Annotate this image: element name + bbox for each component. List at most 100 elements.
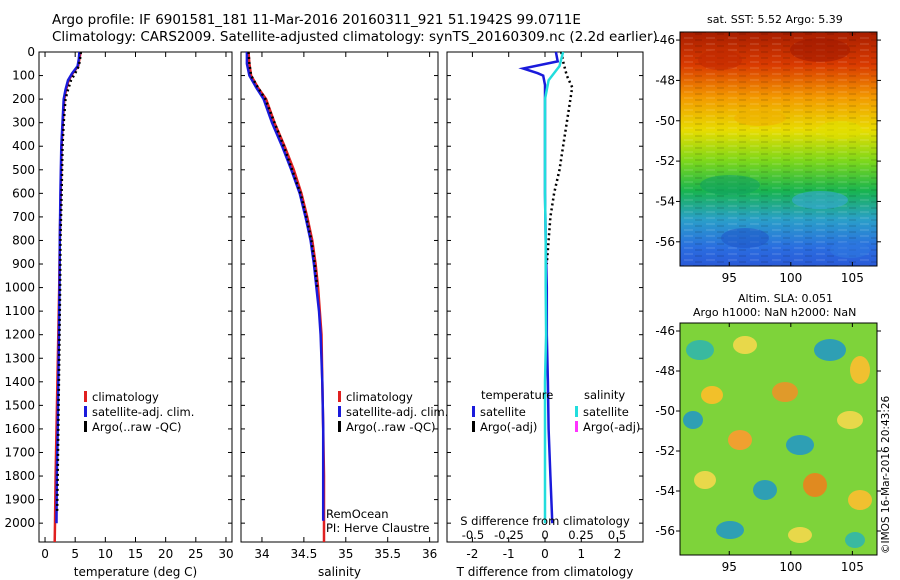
legend-swatch: [84, 421, 87, 432]
sla-map-anomalies: [683, 336, 872, 548]
y-tick-label: 600: [12, 186, 35, 200]
legend-header-temperature: temperature: [481, 388, 553, 402]
y-tick-label: 800: [12, 233, 35, 247]
sla-map-image: [680, 323, 877, 555]
legend-label: Argo(-adj): [583, 420, 640, 434]
y-tick-label: 200: [12, 92, 35, 106]
sla-map-title-line-1: Altim. SLA: 0.051: [738, 292, 834, 305]
salinity-panel: 34 34.5 35 35.5 36 salinity climatologysatelli…: [240, 51, 448, 579]
x-tick-label: 20: [158, 547, 173, 561]
y-tick-label: 400: [12, 139, 35, 153]
y-tick-label: 1500: [4, 398, 35, 412]
legend-label: Argo(..raw -QC): [92, 420, 182, 434]
difference-panel: -2 -1 0 1 2 T difference from climatology S di…: [446, 51, 644, 579]
imos-credit-stamp: ©IMOS 16-Mar-2016 20:43:26: [880, 395, 892, 554]
y-tick-label: 500: [12, 163, 35, 177]
map-x-tick-label: 95: [722, 271, 737, 285]
legend-swatch: [338, 391, 341, 402]
sst-map-title: sat. SST: 5.52 Argo: 5.39: [707, 13, 843, 26]
legend-swatch: [84, 391, 87, 402]
map-x-tick-label: 100: [779, 560, 802, 574]
series-line-salinity-satellite: [543, 51, 565, 524]
legend-swatch: [338, 406, 341, 417]
series-line-argo-raw-qc-: [247, 51, 319, 288]
legend-label: satellite-adj. clim.: [92, 405, 194, 419]
y-tick-label: 1900: [4, 493, 35, 507]
map-y-tick-label: -46: [655, 33, 675, 47]
x-tick-label: 0: [541, 547, 549, 561]
x-tick-label: 30: [218, 547, 233, 561]
y-tick-label: 1700: [4, 445, 35, 459]
map-x-tick-label: 100: [779, 271, 802, 285]
sst-map-frame: [679, 31, 878, 267]
y-tick-label: 1000: [4, 281, 35, 295]
x-tick-label: 34: [254, 547, 269, 561]
map-y-tick-label: -54: [655, 484, 675, 498]
x-tick-label: 35.5: [374, 547, 401, 561]
legend-label: climatology: [92, 390, 159, 404]
map-x-tick-label: 105: [841, 560, 864, 574]
x-axis-label: salinity: [318, 565, 361, 579]
legend-label: Argo(-adj): [480, 420, 537, 434]
annotation-remocean: RemOcean: [326, 507, 389, 521]
map-y-tick-label: -54: [655, 194, 675, 208]
map-y-tick-label: -52: [655, 444, 675, 458]
legend-label: satellite-adj. clim.: [346, 405, 448, 419]
s-tick-label: -0.5: [462, 528, 484, 542]
x-tick-label: 35: [338, 547, 353, 561]
map-y-tick-label: -48: [655, 73, 675, 87]
sla-map-panel: 95 100 105 -46 -48 -50 -52 -54 -56: [655, 322, 881, 574]
map-x-tick-label: 95: [722, 560, 737, 574]
y-tick-label: 1400: [4, 375, 35, 389]
x-tick-label: 25: [188, 547, 203, 561]
x-tick-label: -1: [503, 547, 515, 561]
title-line-2: Climatology: CARS2009. Satellite-adjuste…: [52, 29, 658, 45]
y-tick-label: 300: [12, 116, 35, 130]
salinity-axes-frame: [240, 51, 439, 543]
map-y-tick-label: -48: [655, 364, 675, 378]
top-axis-label: S difference from climatology: [460, 514, 630, 528]
y-tick-label: 100: [12, 69, 35, 83]
x-tick-label: -2: [466, 547, 478, 561]
y-tick-label: 1300: [4, 351, 35, 365]
x-tick-label: 2: [614, 547, 622, 561]
legend-swatch: [472, 421, 475, 432]
s-tick-label: 0: [541, 528, 548, 542]
x-tick-label: 10: [98, 547, 113, 561]
y-tick-label: 2000: [4, 516, 35, 530]
series-line-temperature-satellite: [518, 51, 560, 524]
sst-map-texture: [680, 32, 877, 266]
map-y-tick-label: -50: [655, 404, 675, 418]
legend-swatch: [338, 421, 341, 432]
y-tick-label: 700: [12, 210, 35, 224]
y-tick-label: 1100: [4, 304, 35, 318]
sst-map-features: [698, 38, 870, 258]
s-tick-label: 0.25: [568, 528, 594, 542]
x-tick-label: 5: [71, 547, 79, 561]
sla-map-title-line-2: Argo h1000: NaN h2000: NaN: [693, 306, 857, 319]
legend-label: Argo(..raw -QC): [346, 420, 436, 434]
annotation-pi: PI: Herve Claustre: [326, 521, 429, 535]
map-y-tick-label: -46: [655, 324, 675, 338]
legend-swatch: [575, 421, 578, 432]
x-tick-label: 36: [422, 547, 437, 561]
y-tick-label: 1600: [4, 422, 35, 436]
map-y-tick-label: -50: [655, 114, 675, 128]
map-y-tick-label: -52: [655, 154, 675, 168]
temperature-axes-frame: [38, 51, 233, 543]
y-tick-label: 0: [27, 45, 35, 59]
legend-swatch: [472, 406, 475, 417]
legend-label: climatology: [346, 390, 413, 404]
map-y-tick-label: -56: [655, 235, 675, 249]
legend-swatch: [84, 406, 87, 417]
x-tick-label: 34.5: [291, 547, 318, 561]
y-tick-label: 1200: [4, 328, 35, 342]
title-line-1: Argo profile: IF 6901581_181 11-Mar-2016…: [52, 12, 581, 28]
x-axis-label: temperature (deg C): [74, 565, 197, 579]
legend-swatch: [575, 406, 578, 417]
series-line-climatology: [247, 51, 326, 542]
x-tick-label: 15: [128, 547, 143, 561]
map-y-tick-label: -56: [655, 524, 675, 538]
s-tick-label: 0.5: [608, 528, 626, 542]
